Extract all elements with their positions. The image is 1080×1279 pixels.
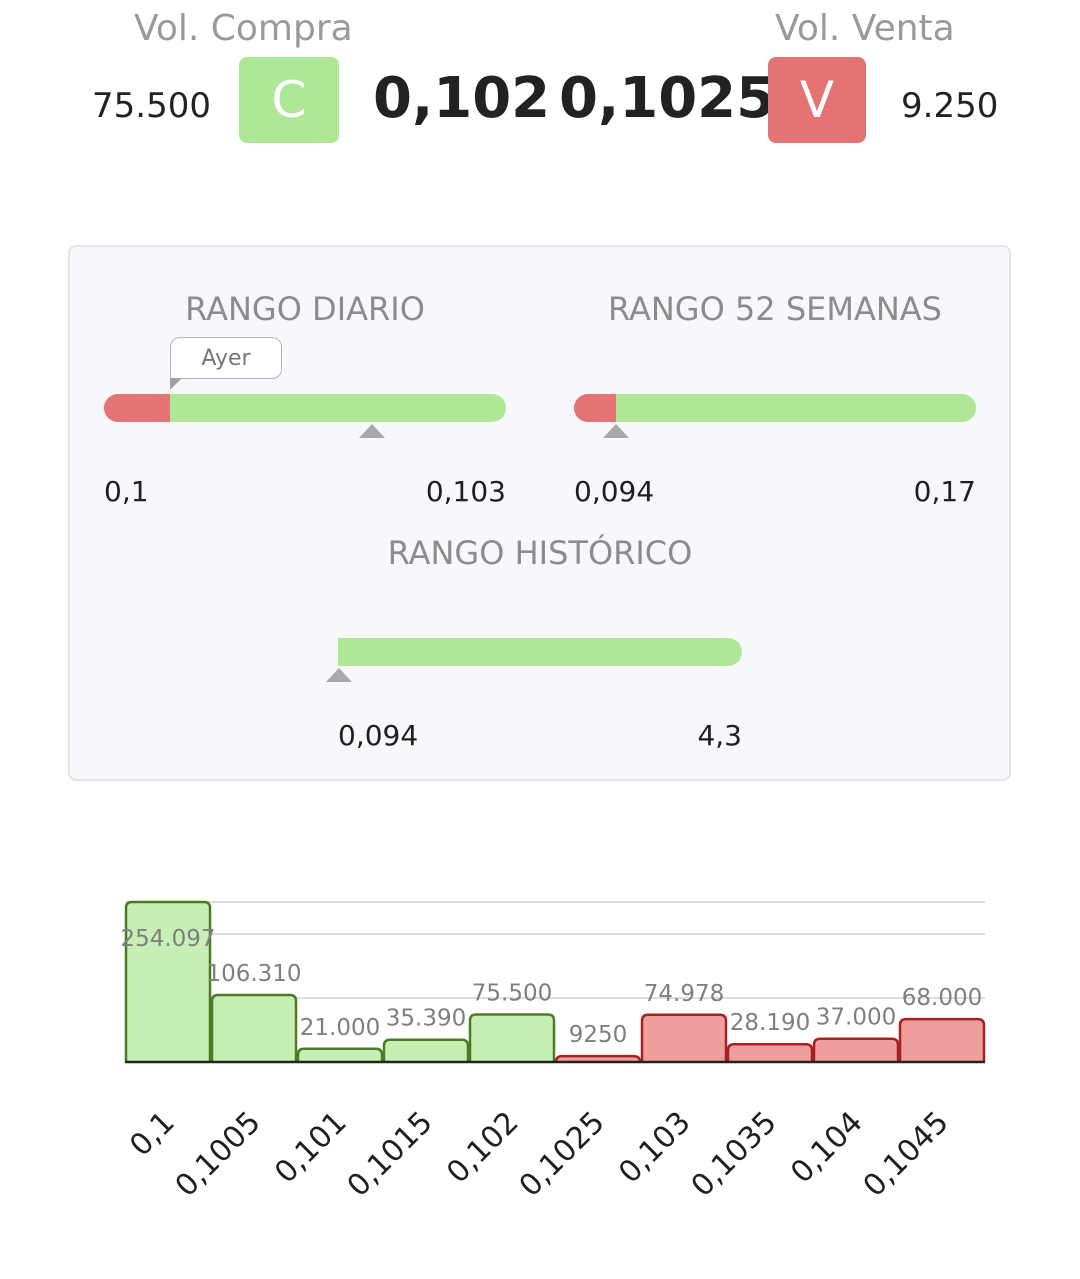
- x-tick-label: 0,103: [612, 1105, 697, 1190]
- chart-bar: [812, 1037, 900, 1062]
- weeks52-range-max: 0,17: [913, 475, 976, 508]
- sell-volume-value: 9.250: [901, 86, 999, 126]
- weeks52-range-down-segment: [574, 394, 616, 422]
- bar-value-label: 37.000: [816, 1005, 896, 1031]
- range-panel: [68, 245, 1011, 781]
- bar-value-label: 28.190: [730, 1010, 810, 1036]
- buy-volume-value: 75.500: [92, 86, 211, 126]
- chart-bar: [554, 1054, 642, 1063]
- bar-value-label: 75.500: [472, 980, 552, 1006]
- sell-button[interactable]: V: [768, 57, 866, 143]
- bar-value-label: 35.390: [386, 1006, 466, 1032]
- historic-range-max: 4,3: [697, 719, 742, 752]
- buy-button[interactable]: C: [239, 57, 339, 143]
- x-tick-label: 0,101: [268, 1105, 353, 1190]
- chart-bar: [726, 1042, 814, 1062]
- x-tick-label: 0,1025: [513, 1105, 612, 1204]
- price-volume-chart: 254.097 0,1 106.310 0,1005 21.000 0,101 35.390…: [120, 900, 986, 1204]
- weeks52-range-title: RANGO 52 SEMANAS: [608, 290, 942, 328]
- daily-range-min: 0,1: [104, 475, 149, 508]
- buy-volume-label: Vol. Compra: [134, 8, 353, 49]
- x-tick-label: 0,1005: [169, 1105, 268, 1204]
- chart-bar: [124, 900, 212, 1062]
- yesterday-pointer-icon: [170, 378, 182, 390]
- chart-bar: [382, 1038, 470, 1062]
- x-tick-label: 0,1045: [857, 1105, 956, 1204]
- chart-bar: [296, 1047, 384, 1062]
- daily-range-title: RANGO DIARIO: [185, 290, 425, 328]
- x-tick-label: 0,104: [784, 1105, 869, 1190]
- x-tick-label: 0,1015: [341, 1105, 440, 1204]
- historic-price-marker-icon: [326, 668, 352, 682]
- bid-price: 0,102: [373, 66, 551, 131]
- sell-volume-label: Vol. Venta: [775, 8, 955, 49]
- bar-value-label: 254.097: [120, 926, 215, 952]
- x-tick-label: 0,1: [123, 1105, 181, 1163]
- chart-bar: [640, 1013, 728, 1062]
- daily-price-marker-icon: [359, 424, 385, 438]
- x-tick-label: 0,1035: [685, 1105, 784, 1204]
- historic-range-min: 0,094: [338, 719, 419, 752]
- daily-range-down-segment: [104, 394, 170, 422]
- bar-value-label: 68.000: [902, 985, 982, 1011]
- ask-price: 0,1025: [559, 66, 776, 131]
- daily-range-bar: [104, 394, 506, 422]
- weeks52-range-bar: [574, 394, 976, 422]
- historic-range-title: RANGO HISTÓRICO: [387, 534, 693, 572]
- bar-value-label: 21.000: [300, 1015, 380, 1041]
- weeks52-range-min: 0,094: [574, 475, 655, 508]
- bar-value-label: 106.310: [206, 961, 301, 987]
- yesterday-tooltip: Ayer: [170, 337, 282, 379]
- chart-bar: [468, 1013, 556, 1062]
- historic-range-bar: [338, 638, 742, 666]
- chart-bar: [210, 993, 298, 1062]
- x-tick-label: 0,102: [440, 1105, 525, 1190]
- daily-range-max: 0,103: [425, 475, 506, 508]
- weeks52-price-marker-icon: [603, 424, 629, 438]
- bar-value-label: 9250: [569, 1022, 628, 1048]
- bar-value-label: 74.978: [644, 981, 724, 1007]
- chart-bar: [898, 1017, 986, 1062]
